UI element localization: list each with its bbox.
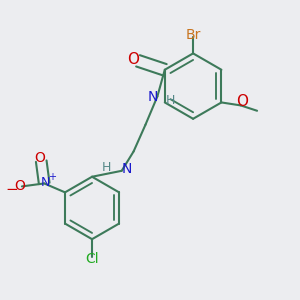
Text: H: H — [102, 161, 112, 174]
Text: N: N — [147, 89, 158, 103]
Text: −: − — [5, 182, 18, 197]
Text: O: O — [14, 178, 25, 193]
Text: Br: Br — [185, 28, 201, 42]
Text: N: N — [122, 162, 132, 176]
Text: +: + — [49, 172, 56, 182]
Text: O: O — [34, 151, 45, 165]
Text: N: N — [40, 176, 50, 189]
Text: O: O — [236, 94, 248, 110]
Text: H: H — [166, 94, 175, 106]
Text: O: O — [127, 52, 139, 67]
Text: Cl: Cl — [85, 252, 99, 266]
